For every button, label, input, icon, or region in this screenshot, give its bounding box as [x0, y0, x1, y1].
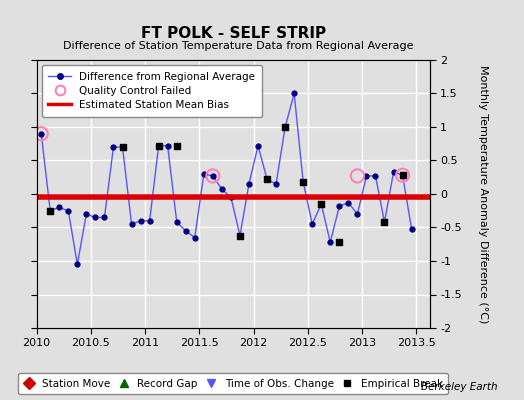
- Point: [236, 232, 244, 239]
- Point: [263, 176, 271, 182]
- Point: [380, 219, 389, 225]
- Legend: Station Move, Record Gap, Time of Obs. Change, Empirical Break: Station Move, Record Gap, Time of Obs. C…: [18, 374, 448, 394]
- Point: [353, 173, 362, 179]
- Point: [398, 172, 407, 178]
- Text: Difference of Station Temperature Data from Regional Average: Difference of Station Temperature Data f…: [63, 41, 413, 51]
- Point: [398, 172, 407, 178]
- Point: [37, 130, 46, 137]
- Title: FT POLK - SELF STRIP: FT POLK - SELF STRIP: [140, 26, 326, 41]
- Point: [118, 144, 127, 150]
- Point: [335, 239, 344, 246]
- Point: [172, 142, 181, 149]
- Point: [46, 208, 54, 214]
- Text: Berkeley Earth: Berkeley Earth: [421, 382, 498, 392]
- Point: [209, 173, 217, 179]
- Point: [281, 124, 289, 130]
- Point: [155, 142, 163, 149]
- Point: [317, 201, 325, 207]
- Y-axis label: Monthly Temperature Anomaly Difference (°C): Monthly Temperature Anomaly Difference (…: [478, 65, 488, 323]
- Point: [299, 179, 308, 185]
